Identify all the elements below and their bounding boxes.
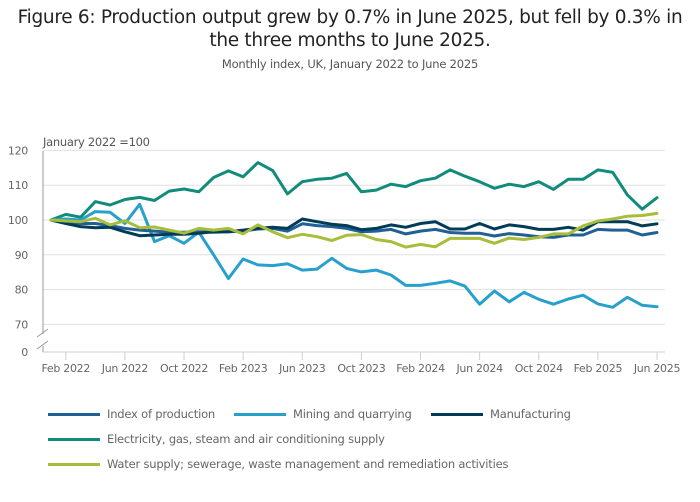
legend-item-mining-and-quarrying[interactable]: Mining and quarrying [234, 407, 412, 421]
series-line-water-supply-sewerage-waste-management-and-remediation-activities [49, 211, 659, 249]
x-tick-label: Oct 2023 [337, 362, 385, 375]
legend-item-manufacturing[interactable]: Manufacturing [431, 407, 571, 421]
series-line-manufacturing [49, 217, 659, 238]
legend-item-index-of-production[interactable]: Index of production [48, 407, 215, 421]
y-tick-label: 100 [8, 214, 28, 227]
legend-label: Water supply; sewerage, waste management… [107, 457, 509, 471]
y-tick-label: 0 [21, 346, 28, 359]
x-tick-label: Jun 2023 [278, 362, 326, 375]
y-tick-label: 120 [8, 144, 28, 157]
x-tick-label: Jun 2025 [633, 362, 681, 375]
y-tick-label: 110 [8, 179, 28, 192]
x-axis: Feb 2022 Jun 2022 Oct 2022 Feb 2023 Jun 2023… [41, 351, 681, 375]
chart-title: Figure 6: Production output grew by 0.7%… [0, 6, 700, 52]
y-axis: 0 70 80 90 100 110 120 [8, 144, 49, 359]
axis-break-mark [36, 340, 49, 350]
legend-item-water-supply[interactable]: Water supply; sewerage, waste management… [48, 457, 508, 471]
legend-swatch [48, 412, 100, 416]
x-tick-label: Feb 2024 [396, 362, 445, 375]
chart-subtitle: Monthly index, UK, January 2022 to June … [221, 57, 479, 71]
axis-break-mark [36, 328, 49, 338]
x-tick-label: Oct 2024 [515, 362, 563, 375]
chart-title-line-1: Figure 6: Production output grew by 0.7%… [17, 7, 683, 28]
series-line-electricity-gas-steam-and-air-conditioning-supply [49, 161, 659, 222]
y-tick-label: 70 [15, 318, 29, 331]
legend-swatch [48, 462, 100, 466]
legend-swatch [234, 412, 286, 416]
x-tick-label: Jun 2022 [101, 362, 148, 375]
legend-label: Manufacturing [490, 407, 571, 421]
x-tick-label: Feb 2023 [219, 362, 268, 375]
legend-swatch [48, 437, 100, 441]
series-lines [49, 161, 659, 309]
x-tick-label: Jun 2024 [455, 362, 503, 375]
y-tick-label: 80 [15, 284, 29, 297]
legend-swatch [431, 412, 483, 416]
y-tick-label: 90 [15, 249, 29, 262]
x-tick-label: Feb 2025 [574, 362, 623, 375]
chart-title-line-2: the three months to June 2025. [209, 30, 491, 51]
x-tick-label: Oct 2022 [160, 362, 208, 375]
y-axis-unit-label: January 2022 =100 [42, 135, 150, 149]
x-tick-label: Feb 2022 [41, 362, 90, 375]
legend-label: Electricity, gas, steam and air conditio… [107, 432, 385, 446]
legend-label: Mining and quarrying [293, 407, 412, 421]
line-chart: 0 70 80 90 100 110 120 Feb 2022 Jun 2022 Oct 202… [8, 135, 681, 375]
series-line-index-of-production [49, 218, 659, 239]
legend-label: Index of production [107, 407, 216, 421]
legend-item-electricity[interactable]: Electricity, gas, steam and air conditio… [48, 432, 385, 446]
